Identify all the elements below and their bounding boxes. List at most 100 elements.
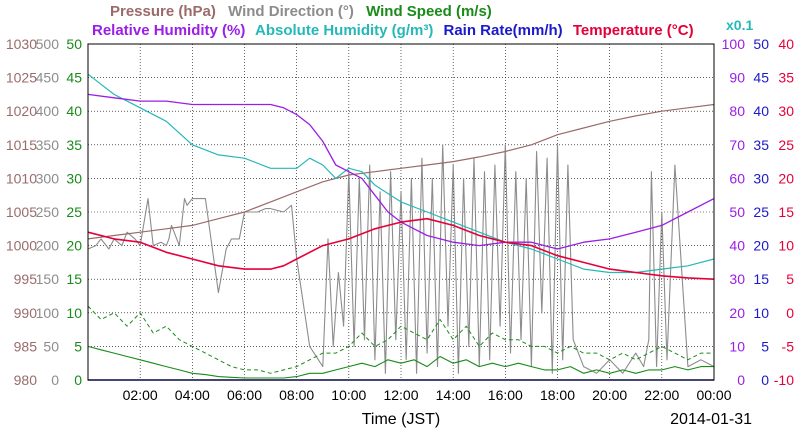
legend-wind-direction: Wind Direction (°) bbox=[228, 3, 354, 20]
y-tick-wind-dir: 50 bbox=[43, 338, 59, 354]
y-tick-temp: 40 bbox=[778, 36, 794, 52]
y-tick-rel-hum: 90 bbox=[729, 70, 745, 86]
x-tick-label: 12:00 bbox=[383, 387, 418, 403]
y-tick-rel-hum: 40 bbox=[729, 238, 745, 254]
y-tick-rain: 5 bbox=[761, 338, 769, 354]
chart-date: 2014-01-31 bbox=[670, 411, 752, 428]
y-tick-rel-hum: 60 bbox=[729, 170, 745, 186]
y-tick-temp: 15 bbox=[778, 204, 794, 220]
legend-row-1: Pressure (hPa) Wind Direction (°) Wind S… bbox=[110, 3, 492, 20]
y-tick-pressure: 1020 bbox=[6, 103, 37, 119]
y-tick-wind-speed: 30 bbox=[66, 170, 82, 186]
tick-labels: 1030102510201015101010051000995990985980… bbox=[6, 36, 794, 403]
y-tick-temp: 0 bbox=[786, 305, 794, 321]
y-tick-rel-hum: 10 bbox=[729, 338, 745, 354]
y-tick-rel-hum: 30 bbox=[729, 271, 745, 287]
y-tick-wind-dir: 450 bbox=[36, 70, 60, 86]
abs-humidity-scale-note: x0.1 bbox=[726, 17, 753, 33]
y-tick-pressure: 1005 bbox=[6, 204, 37, 220]
y-tick-rain: 0 bbox=[761, 372, 769, 388]
x-tick-label: 06:00 bbox=[227, 387, 262, 403]
x-tick-label: 08:00 bbox=[279, 387, 314, 403]
y-tick-wind-speed: 20 bbox=[66, 238, 82, 254]
y-tick-pressure: 1030 bbox=[6, 36, 37, 52]
y-tick-temp: 20 bbox=[778, 170, 794, 186]
y-tick-wind-dir: 300 bbox=[36, 170, 60, 186]
x-tick-label: 10:00 bbox=[331, 387, 366, 403]
legend-relative-humidity: Relative Humidity (%) bbox=[92, 22, 245, 39]
y-tick-wind-speed: 15 bbox=[66, 271, 82, 287]
y-tick-rel-hum: 70 bbox=[729, 137, 745, 153]
y-tick-wind-speed: 50 bbox=[66, 36, 82, 52]
y-tick-rain: 20 bbox=[753, 238, 769, 254]
y-tick-wind-speed: 5 bbox=[74, 338, 82, 354]
y-tick-wind-dir: 400 bbox=[36, 103, 60, 119]
x-tick-label: 00:00 bbox=[696, 387, 731, 403]
y-tick-wind-speed: 40 bbox=[66, 103, 82, 119]
x-tick-label: 18:00 bbox=[540, 387, 575, 403]
y-tick-rel-hum: 100 bbox=[722, 36, 746, 52]
y-tick-wind-dir: 500 bbox=[36, 36, 60, 52]
series-rel-hum bbox=[87, 93, 715, 250]
y-tick-rain: 25 bbox=[753, 204, 769, 220]
y-tick-pressure: 1025 bbox=[6, 70, 37, 86]
y-tick-temp: 10 bbox=[778, 238, 794, 254]
plot-frame bbox=[87, 43, 715, 381]
y-tick-rel-hum: 50 bbox=[729, 204, 745, 220]
y-tick-wind-dir: 200 bbox=[36, 238, 60, 254]
y-tick-wind-dir: 250 bbox=[36, 204, 60, 220]
y-tick-wind-speed: 45 bbox=[66, 70, 82, 86]
legend-rain-rate: Rain Rate(mm/h) bbox=[444, 22, 563, 39]
y-tick-wind-speed: 35 bbox=[66, 137, 82, 153]
series-temp bbox=[87, 217, 715, 280]
series-abs-hum bbox=[87, 73, 715, 274]
y-tick-pressure: 995 bbox=[14, 271, 38, 287]
y-tick-rain: 15 bbox=[753, 271, 769, 287]
y-tick-temp: 30 bbox=[778, 103, 794, 119]
x-axis-label: Time (JST) bbox=[362, 411, 441, 428]
y-tick-rain: 40 bbox=[753, 103, 769, 119]
y-tick-pressure: 980 bbox=[14, 372, 38, 388]
legend-pressure: Pressure (hPa) bbox=[110, 3, 216, 20]
y-tick-temp: 35 bbox=[778, 70, 794, 86]
legend-row-2: Relative Humidity (%) Absolute Humidity … bbox=[92, 22, 694, 39]
y-tick-rain: 45 bbox=[753, 70, 769, 86]
y-tick-pressure: 1010 bbox=[6, 170, 37, 186]
y-tick-rain: 50 bbox=[753, 36, 769, 52]
series-wind-speed bbox=[87, 345, 714, 379]
y-tick-temp: 5 bbox=[786, 271, 794, 287]
series-wind-gust bbox=[87, 305, 714, 374]
y-tick-rel-hum: 0 bbox=[737, 372, 745, 388]
x-tick-label: 22:00 bbox=[644, 387, 679, 403]
y-tick-pressure: 985 bbox=[14, 338, 38, 354]
y-tick-temp: -10 bbox=[774, 372, 794, 388]
x-tick-label: 02:00 bbox=[123, 387, 158, 403]
x-tick-label: 14:00 bbox=[436, 387, 471, 403]
y-tick-wind-speed: 0 bbox=[74, 372, 82, 388]
y-tick-rain: 10 bbox=[753, 305, 769, 321]
y-tick-pressure: 1015 bbox=[6, 137, 37, 153]
legend-temperature: Temperature (°C) bbox=[573, 22, 694, 39]
x-tick-label: 16:00 bbox=[488, 387, 523, 403]
y-tick-rain: 35 bbox=[753, 137, 769, 153]
series-pressure bbox=[87, 103, 715, 240]
y-tick-pressure: 1000 bbox=[6, 238, 37, 254]
y-tick-wind-dir: 150 bbox=[36, 271, 60, 287]
x-tick-label: 04:00 bbox=[175, 387, 210, 403]
x-tick-label: 20:00 bbox=[592, 387, 627, 403]
legend-absolute-humidity: Absolute Humidity (g/m³) bbox=[255, 22, 433, 39]
legend-wind-speed: Wind Speed (m/s) bbox=[366, 3, 492, 20]
y-tick-temp: 25 bbox=[778, 137, 794, 153]
y-tick-rel-hum: 20 bbox=[729, 305, 745, 321]
y-tick-temp: -5 bbox=[782, 338, 795, 354]
y-tick-rel-hum: 80 bbox=[729, 103, 745, 119]
series-wind-dir bbox=[87, 144, 715, 374]
y-tick-wind-speed: 10 bbox=[66, 305, 82, 321]
y-tick-pressure: 990 bbox=[14, 305, 38, 321]
y-tick-wind-dir: 350 bbox=[36, 137, 60, 153]
y-tick-wind-speed: 25 bbox=[66, 204, 82, 220]
y-tick-wind-dir: 0 bbox=[51, 372, 59, 388]
y-tick-wind-dir: 100 bbox=[36, 305, 60, 321]
